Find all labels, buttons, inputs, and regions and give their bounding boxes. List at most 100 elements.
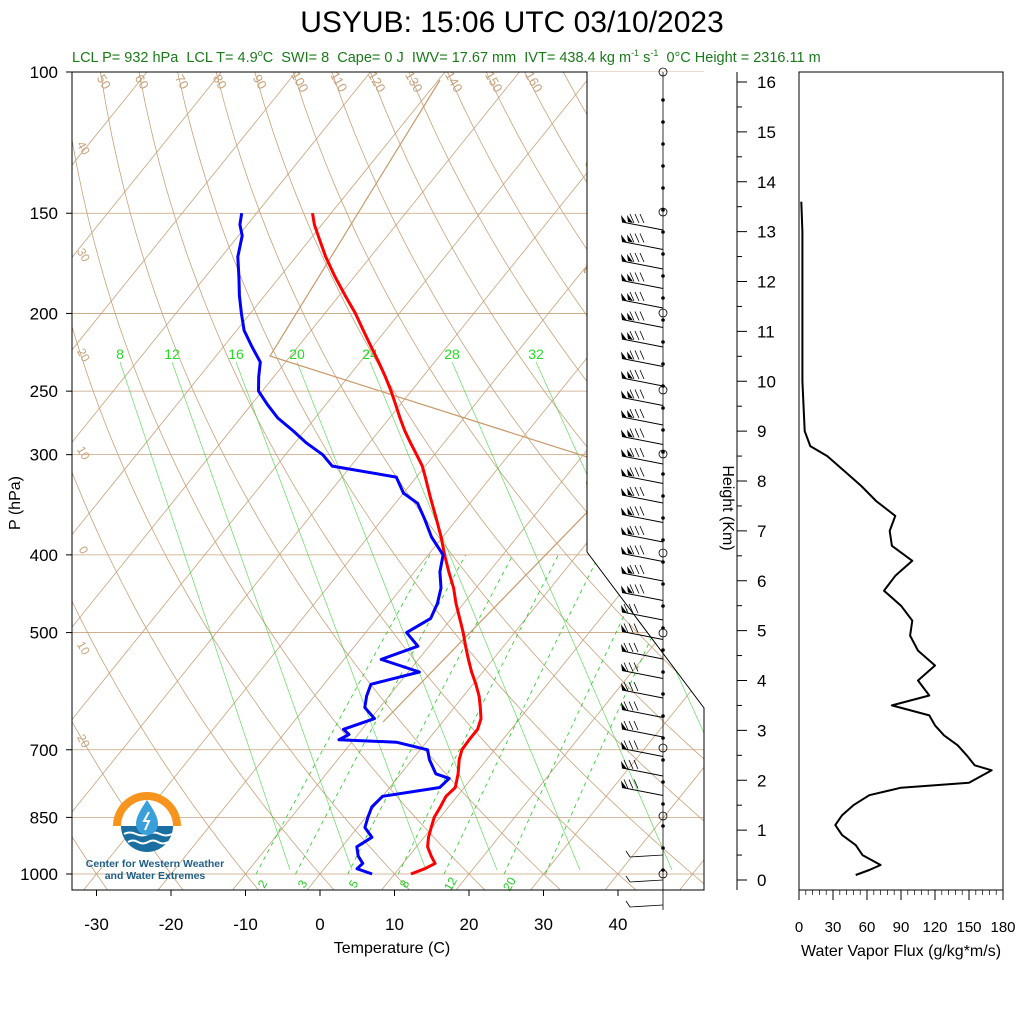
wind-barb-flag <box>627 449 633 457</box>
wind-barb-tick <box>633 740 639 750</box>
height-tick-label: 1 <box>757 821 766 840</box>
logo-caption-line2: and Water Extremes <box>104 870 206 882</box>
wind-barb-flag <box>621 449 627 457</box>
dry-adiabat-label: 50 <box>94 72 114 92</box>
flux-frame <box>798 71 1004 891</box>
wind-barb-tick <box>629 545 635 555</box>
wind-barb-tick <box>633 642 639 653</box>
wind-barb <box>621 377 664 387</box>
wind-barb-tick <box>634 213 640 224</box>
wind-barb-tick <box>623 720 629 731</box>
isotherm-line <box>530 674 704 890</box>
dry-adiabat-label: 80 <box>210 72 230 92</box>
wind-barb <box>621 631 664 640</box>
wind-barb-flag <box>621 273 627 282</box>
wind-barb-flag <box>621 644 627 652</box>
mixing-ratio-label: 12 <box>164 346 180 362</box>
wind-barb-flag <box>627 488 633 496</box>
wind-barb-tick <box>623 623 629 633</box>
wind-barb-tick <box>629 233 635 243</box>
wind-barb-tick <box>625 875 631 883</box>
wind-barb-tick <box>628 662 634 672</box>
wind-barb-tick <box>628 681 634 692</box>
lcl-pressure: LCL P= 932 hPa <box>72 49 179 66</box>
barb-dot <box>661 560 665 564</box>
wind-barb-flag <box>621 624 627 633</box>
flux-tick-label: 150 <box>956 919 981 936</box>
wind-barb-tick <box>639 506 645 516</box>
height-tick-label: 14 <box>757 173 776 192</box>
x-tick-label: 30 <box>534 915 553 934</box>
height-tick-label: 16 <box>757 73 776 92</box>
wind-barb-flag <box>621 546 627 555</box>
dewpoint-profile <box>236 212 451 876</box>
mixing-ratio-label: 20 <box>289 346 305 362</box>
wind-barb <box>621 241 664 250</box>
barb-dot <box>661 142 665 146</box>
height-tick-label: 3 <box>757 721 766 740</box>
wind-barb <box>621 397 664 406</box>
wind-barb <box>621 533 664 543</box>
barb-dot <box>661 208 665 212</box>
dry-adiabat-line <box>72 600 260 890</box>
wind-barb-flag <box>621 351 627 360</box>
wind-barb <box>629 904 664 908</box>
wind-barb-tick <box>623 662 629 672</box>
barb-dot <box>661 516 665 520</box>
mixing-ratio-label: 8 <box>397 877 413 890</box>
wind-barb-flag <box>621 527 627 535</box>
dry-adiabat-label: 90 <box>250 72 270 92</box>
wind-barb-tick <box>634 525 640 536</box>
lcl-temperature: LCL T= 4.9 <box>186 49 258 66</box>
mixing-ratio-line <box>235 361 427 871</box>
wind-barb <box>621 748 664 757</box>
wind-barb-tick <box>629 369 635 380</box>
wind-barb-tick <box>629 525 635 536</box>
wind-barb-tick <box>633 623 639 633</box>
wind-barb-flag <box>621 585 627 594</box>
wind-barb <box>621 767 664 777</box>
height-tick-label: 6 <box>757 572 766 591</box>
isotherm-line <box>72 72 520 628</box>
flux-tick-label: 0 <box>795 919 803 936</box>
height-tick-label: 0 <box>757 871 766 890</box>
dry-adiabat-label: 140 <box>442 69 466 95</box>
y-tick-label: 500 <box>30 624 58 643</box>
wind-barb-tick <box>633 603 639 614</box>
wind-barb-flag <box>621 605 627 613</box>
mixing-ratio-label: 32 <box>528 346 544 362</box>
wind-barb-tick <box>628 720 634 731</box>
wind-barb-tick <box>639 330 645 341</box>
sounding-stats: LCL P= 932 hPa LCL T= 4.9oC SWI= 8 Cape=… <box>72 48 821 66</box>
wind-barb <box>621 299 664 309</box>
wind-barb-flag <box>621 254 627 262</box>
wind-barb <box>621 514 664 523</box>
dry-adiabat-line <box>408 72 704 520</box>
barb-dot <box>661 120 665 124</box>
wind-barb-tick <box>639 252 645 263</box>
wind-barb-tick <box>629 330 635 341</box>
wind-barb-tick <box>634 311 640 321</box>
wind-barb-tick <box>633 720 639 731</box>
wind-barb-flag <box>627 312 633 321</box>
wind-barb-tick <box>634 252 640 263</box>
mixing-ratio-label: 5 <box>346 877 362 890</box>
height-tick-label: 4 <box>757 672 766 691</box>
y-tick-label: 150 <box>30 204 58 223</box>
dry-adiabat-line <box>215 72 704 822</box>
barb-level-circle <box>658 67 668 77</box>
mixing-ratio-line <box>295 554 467 875</box>
barb-dot <box>661 98 665 102</box>
mixing-ratio-line <box>255 554 431 875</box>
wind-barb-flag <box>621 215 627 223</box>
barb-dot <box>661 648 665 652</box>
wind-barb-tick <box>628 603 634 614</box>
wind-barb-flag <box>627 527 633 535</box>
x-tick-label: 20 <box>460 915 479 934</box>
wind-barb-tick <box>629 486 635 497</box>
barb-level-circle <box>658 207 668 217</box>
barb-dot <box>661 274 665 278</box>
wind-barb-tick <box>633 681 639 692</box>
parcel-path <box>269 79 630 723</box>
wind-barb-tick <box>629 291 635 302</box>
